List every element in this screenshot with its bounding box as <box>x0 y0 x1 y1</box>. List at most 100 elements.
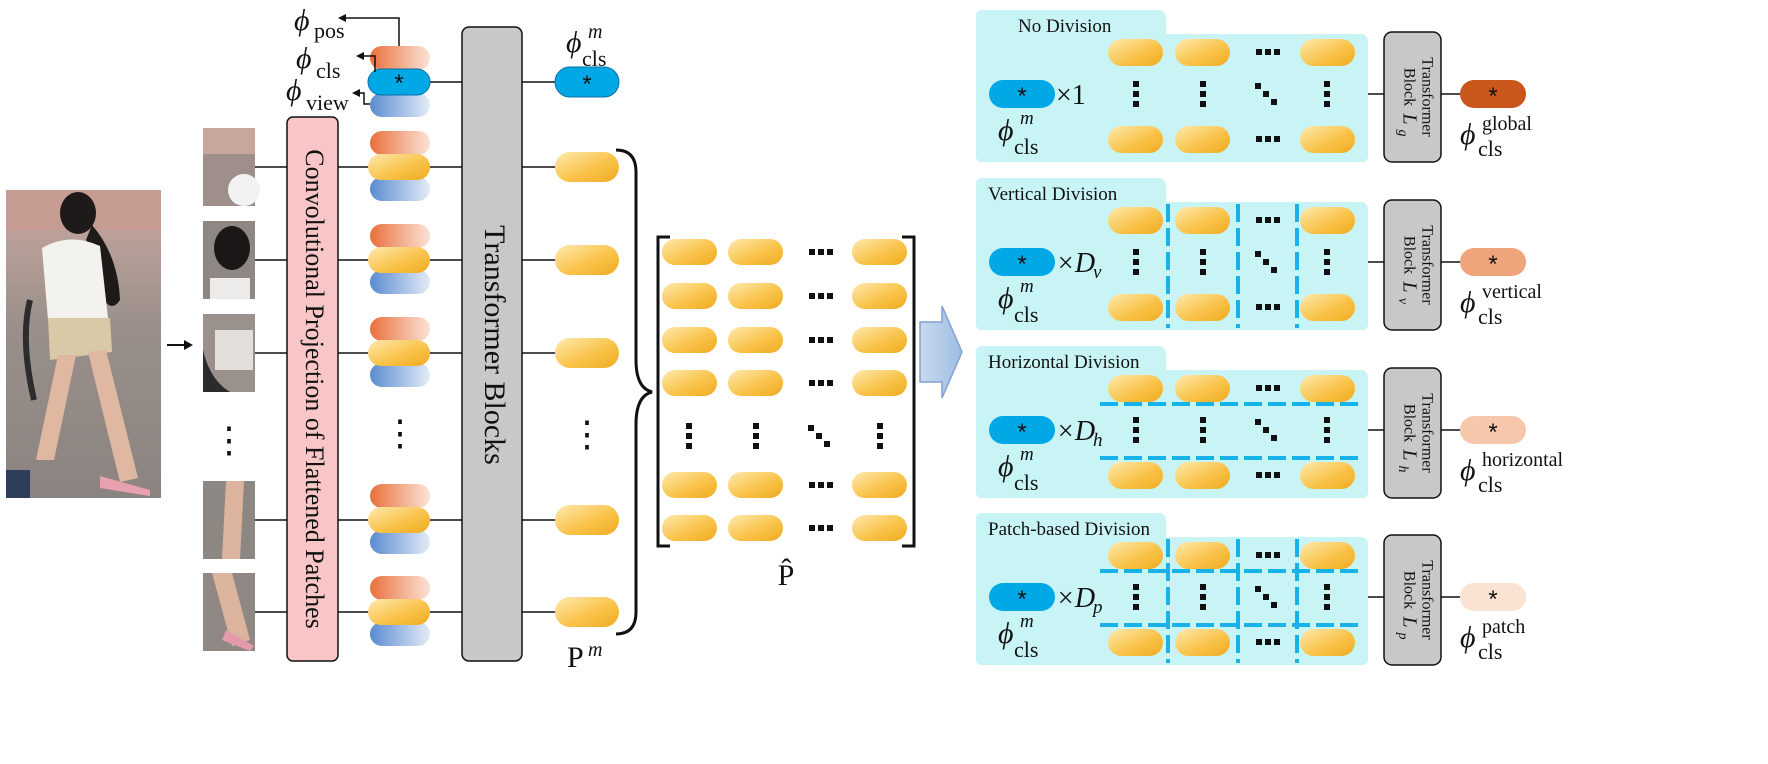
dot <box>753 423 759 429</box>
transformer-block <box>1383 199 1442 331</box>
patch-embedding <box>368 154 430 180</box>
p-m-label: P m <box>567 639 602 674</box>
dot <box>827 380 833 386</box>
patch-token <box>1175 375 1230 402</box>
dot <box>818 293 824 299</box>
cls-token <box>989 583 1055 611</box>
embedding-stack <box>368 317 430 387</box>
matrix-token <box>662 515 717 541</box>
patch-token <box>1300 294 1355 321</box>
dot <box>1255 83 1261 89</box>
view-embedding <box>370 177 430 201</box>
curly-brace <box>615 148 653 636</box>
pos-embedding <box>370 484 430 508</box>
patch-token <box>1300 126 1355 153</box>
phi-pos-label: ϕ pos <box>294 4 345 43</box>
block-label: Transformer <box>1418 225 1435 305</box>
patch-token <box>1175 126 1230 153</box>
conv-projection-label: Convolutional Projection of Flattened Pa… <box>300 149 329 628</box>
matrix-token <box>852 515 907 541</box>
cls-output-token: * <box>554 66 620 98</box>
patch-token <box>1175 542 1230 569</box>
patch-embedding <box>368 247 430 273</box>
block-symbol: L <box>1398 280 1420 292</box>
patch-token <box>1175 462 1230 489</box>
output-token-symbol: * <box>1488 419 1497 446</box>
svg-text:ϕ: ϕ <box>566 26 582 59</box>
matrix-token <box>852 472 907 498</box>
phi-output: ϕ <box>1460 621 1476 654</box>
dot <box>1256 472 1262 478</box>
dot <box>809 380 815 386</box>
multiplier-subscript: v <box>1093 262 1102 283</box>
dot <box>1265 552 1271 558</box>
dot <box>1256 49 1262 55</box>
panel-horizontal-division: Horizontal Division* ×Dhϕ mclsTransformerB… <box>976 346 1564 499</box>
phi-cls-m-label: ϕ m cls <box>566 21 606 71</box>
patch-token <box>1108 375 1163 402</box>
block-label: Block <box>1400 68 1417 106</box>
dot <box>1274 552 1280 558</box>
dot <box>1274 639 1280 645</box>
dot <box>1265 639 1271 645</box>
block-subscript: h <box>1395 466 1410 473</box>
phi-sup: m <box>1020 108 1034 129</box>
dot <box>818 249 824 255</box>
cls-token-symbol: * <box>1017 251 1026 278</box>
patch-token <box>1108 39 1163 66</box>
output-cls-token <box>1460 248 1526 276</box>
embedding-stack <box>368 131 430 201</box>
phi-output-sup: vertical <box>1482 281 1542 303</box>
svg-text:cls: cls <box>582 46 606 71</box>
dot <box>809 337 815 343</box>
svg-text:ϕ: ϕ <box>296 42 312 75</box>
pos-embedding <box>370 317 430 341</box>
patch-token <box>1300 375 1355 402</box>
block-label: Block <box>1400 571 1417 609</box>
dot <box>686 443 692 449</box>
block-symbol: L <box>1398 448 1420 460</box>
patch-crop <box>203 221 255 299</box>
output-token-symbol: * <box>1488 83 1497 110</box>
dot <box>1274 49 1280 55</box>
phi-sub: cls <box>1014 470 1038 495</box>
dot <box>1133 91 1139 97</box>
output-ellipsis: ⋮ <box>569 414 605 454</box>
dot <box>1133 269 1139 275</box>
phi-sub: cls <box>1014 637 1038 662</box>
dot <box>818 380 824 386</box>
patch-token <box>1300 542 1355 569</box>
dot <box>1324 427 1330 433</box>
svg-text:*: * <box>582 71 591 98</box>
embedding-stack <box>368 484 430 554</box>
dot <box>1263 427 1269 433</box>
patch-token <box>1175 39 1230 66</box>
svg-text:pos: pos <box>314 18 345 43</box>
cls-token <box>367 68 431 96</box>
dot <box>1133 249 1139 255</box>
patch-output-token <box>555 597 619 627</box>
output-cls-token <box>1460 416 1526 444</box>
dot <box>1324 101 1330 107</box>
multiplier: ×D <box>1056 416 1095 447</box>
block-label: Transformer <box>1418 560 1435 640</box>
matrix-token <box>852 239 907 265</box>
patch-token <box>1300 629 1355 656</box>
block-subscript: p <box>1395 632 1410 640</box>
dot <box>1265 385 1271 391</box>
cls-token-symbol: * <box>394 70 403 97</box>
phi-output-sup: global <box>1482 113 1532 135</box>
dot <box>1265 217 1271 223</box>
dot <box>1200 584 1206 590</box>
panel-title: No Division <box>1018 16 1112 37</box>
matrix-token <box>728 327 783 353</box>
matrix-token <box>728 472 783 498</box>
dot <box>809 482 815 488</box>
dot <box>1263 594 1269 600</box>
view-embedding <box>370 363 430 387</box>
dot <box>1324 604 1330 610</box>
dot <box>1133 604 1139 610</box>
dot <box>1133 594 1139 600</box>
patch-output-token <box>555 338 619 368</box>
